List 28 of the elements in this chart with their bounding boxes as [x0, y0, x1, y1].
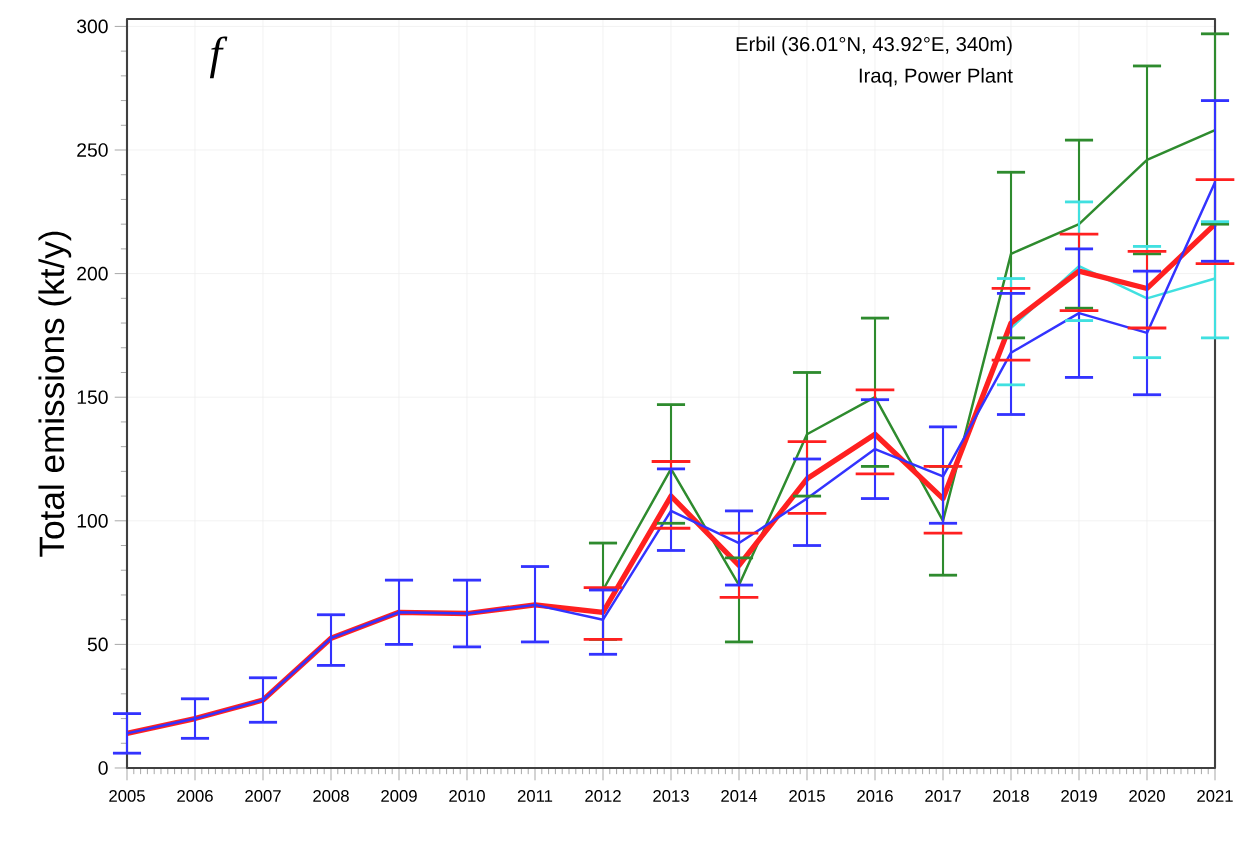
- x-tick-label: 2006: [177, 790, 213, 802]
- y-tick-label: 50: [87, 637, 108, 652]
- x-tick-label: 2019: [1061, 790, 1097, 802]
- x-tick-label: 2014: [721, 790, 758, 802]
- x-tick-label: 2008: [313, 790, 349, 802]
- y-tick-label: 250: [77, 143, 108, 157]
- y-axis-title: Total emissions (kt/y): [38, 231, 72, 557]
- y-tick-label: 300: [77, 19, 108, 34]
- y-tick-label: 200: [77, 266, 108, 281]
- annotation: Iraq, Power Plant: [859, 67, 1013, 87]
- y-tick-label: 150: [77, 390, 108, 405]
- x-tick-label: 2011: [517, 790, 553, 802]
- x-tick-label: 2007: [245, 790, 281, 802]
- x-tick-label: 2020: [1129, 790, 1165, 802]
- x-tick-label: 2016: [857, 790, 893, 802]
- x-tick-label: 2009: [381, 790, 417, 802]
- x-tick-label: 2013: [653, 790, 689, 802]
- y-tick-label: 0: [98, 761, 108, 775]
- annotation: Erbil (36.01°N, 43.92°E, 340m): [736, 36, 1012, 56]
- x-tick-label: 2010: [449, 790, 485, 802]
- x-tick-label: 2015: [789, 790, 825, 802]
- y-tick-label: 100: [77, 513, 108, 528]
- x-tick-label: 2018: [993, 790, 1029, 802]
- x-tick-label: 2012: [585, 790, 621, 802]
- x-tick-label: 2021: [1197, 790, 1233, 802]
- x-tick-label: 2005: [109, 790, 145, 802]
- x-tick-label: 2017: [925, 790, 961, 802]
- annotation: f: [209, 36, 228, 79]
